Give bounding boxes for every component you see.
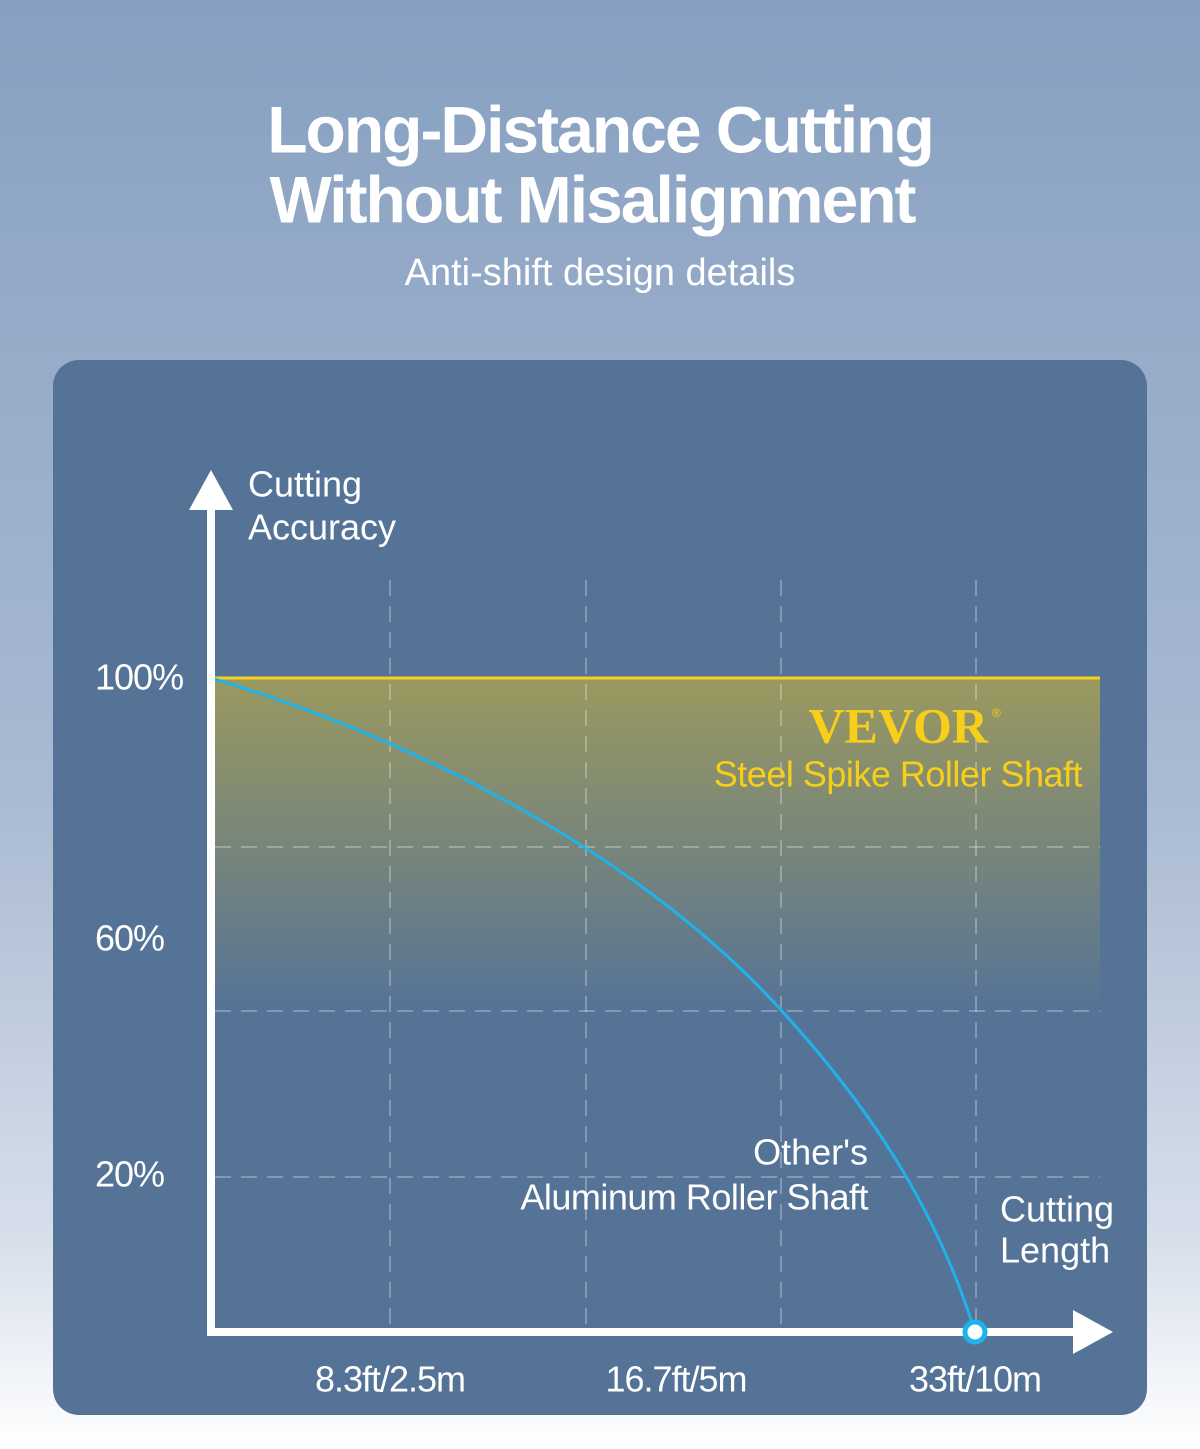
brand-product: Steel Spike Roller Shaft (714, 754, 1083, 795)
y-label: 20% (95, 1154, 164, 1195)
brand-name: VEVOR (808, 697, 988, 753)
end-point (962, 1319, 988, 1345)
subtitle: Anti-shift design details (405, 252, 796, 294)
y-axis-arrow (189, 470, 233, 510)
grid (215, 580, 1100, 1328)
y-axis-label: Accuracy (248, 507, 396, 548)
aluminum-curve (210, 676, 977, 1333)
brand-mark: ® (992, 706, 1001, 720)
other-label: Aluminum Roller Shaft (520, 1177, 868, 1218)
title: Without Misalignment (269, 162, 916, 236)
highlight-band (211, 678, 1100, 1011)
x-label: 33ft/10m (909, 1359, 1041, 1400)
x-label: 16.7ft/5m (605, 1359, 746, 1400)
x-label: 8.3ft/2.5m (315, 1359, 465, 1400)
x-axis-label: Length (1000, 1230, 1110, 1271)
other-label: Other's (753, 1132, 868, 1173)
x-axis-label: Cutting (1000, 1189, 1114, 1230)
title: Long-Distance Cutting (267, 92, 933, 166)
y-axis-label: Cutting (248, 464, 362, 505)
y-label: 100% (95, 657, 183, 698)
y-label: 60% (95, 918, 164, 959)
x-axis-arrow (1073, 1310, 1113, 1354)
